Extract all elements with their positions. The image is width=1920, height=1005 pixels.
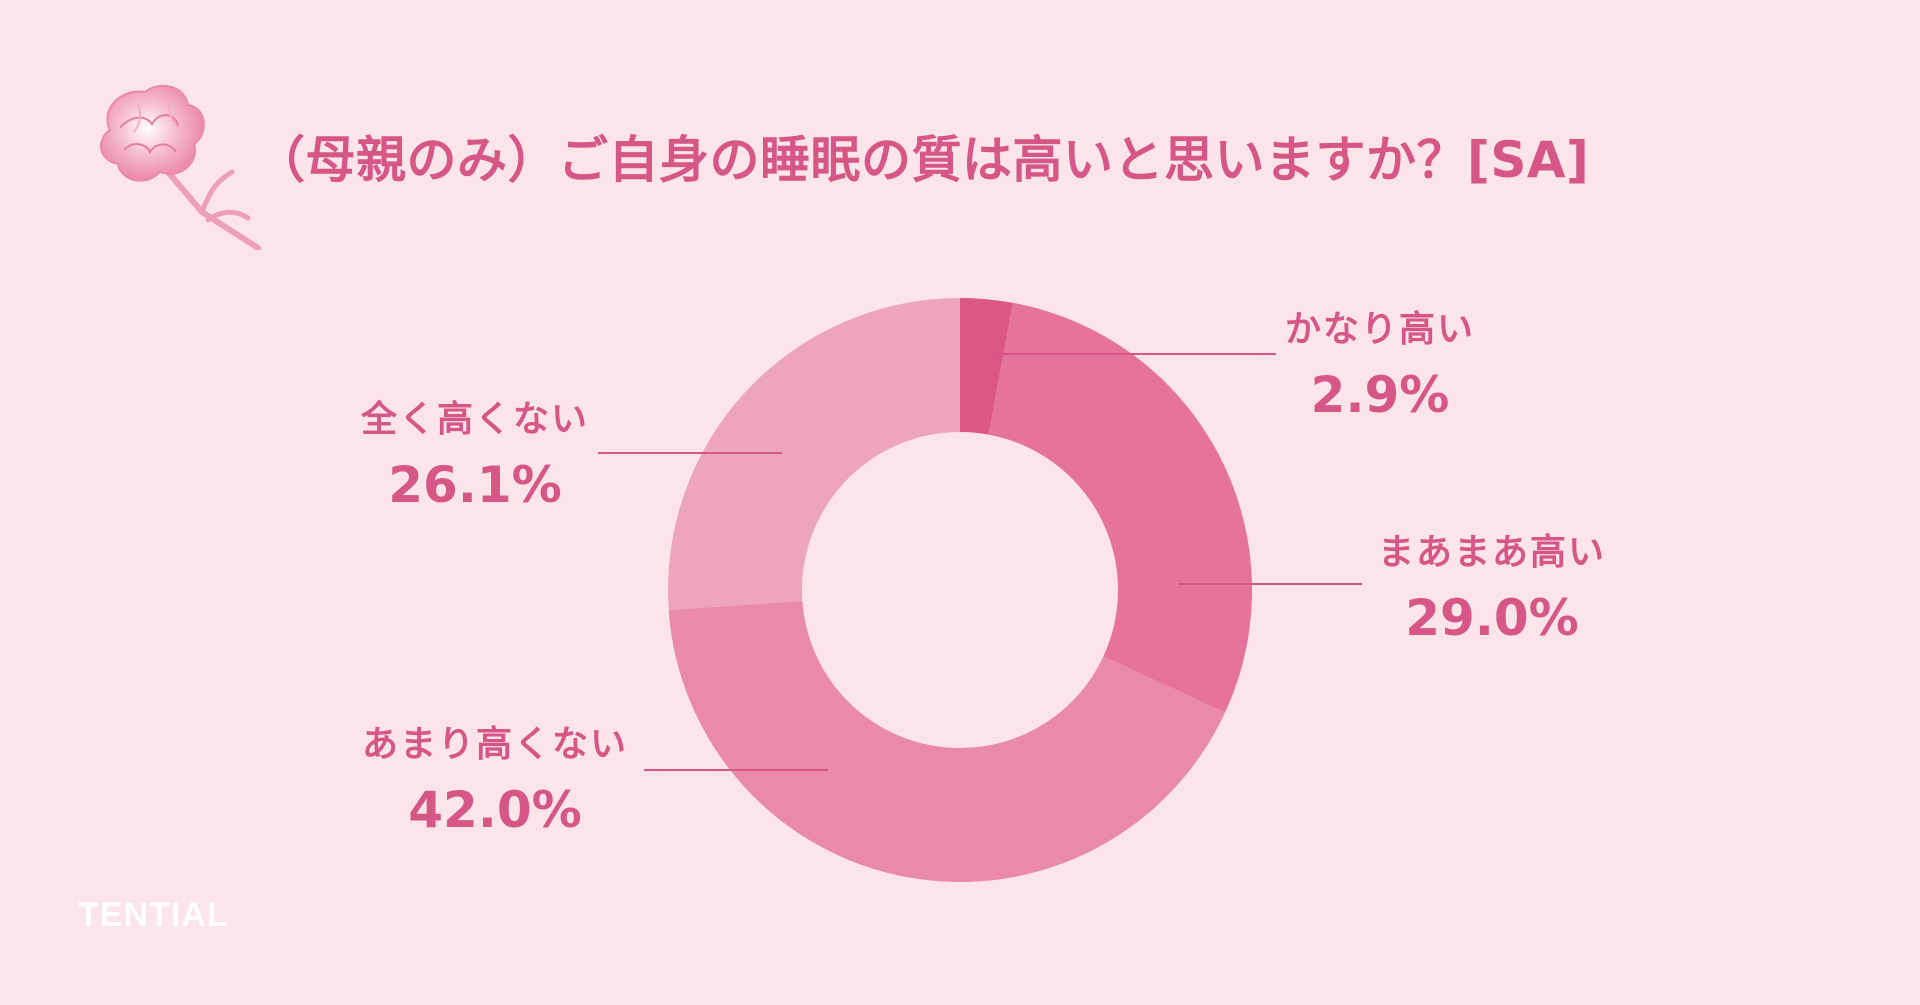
label-kanari-takai: かなり高い 2.9%: [1280, 300, 1480, 424]
donut-slice-maamaa-takai: [988, 302, 1253, 713]
label-maamaa-takai-name: まあまあ高い: [1377, 532, 1606, 573]
label-amari-takakunai: あまり高くない 42.0%: [345, 715, 645, 839]
label-amari-takakunai-name: あまり高くない: [361, 724, 628, 765]
label-kanari-takai-name: かなり高い: [1284, 309, 1475, 350]
label-maamaa-takai: まあまあ高い 29.0%: [1362, 523, 1622, 647]
label-maamaa-takai-value: 29.0%: [1405, 589, 1579, 647]
chart-title: （母親のみ）ご自身の睡眠の質は高いと思いますか？[SA]: [255, 131, 1590, 189]
brand-logo: TENTIAL: [78, 896, 229, 934]
donut-slice-mattaku-takakunai: [668, 298, 960, 611]
donut-slice-kanari-takai: [960, 298, 1013, 435]
label-mattaku-takakunai-value: 26.1%: [388, 456, 562, 514]
label-mattaku-takakunai-name: 全く高くない: [360, 399, 589, 440]
carnation-icon: [100, 84, 261, 250]
label-mattaku-takakunai: 全く高くない 26.1%: [345, 390, 605, 514]
donut-slice-amari-takakunai: [668, 600, 1225, 882]
label-kanari-takai-value: 2.9%: [1310, 366, 1450, 424]
label-amari-takakunai-value: 42.0%: [408, 781, 582, 839]
